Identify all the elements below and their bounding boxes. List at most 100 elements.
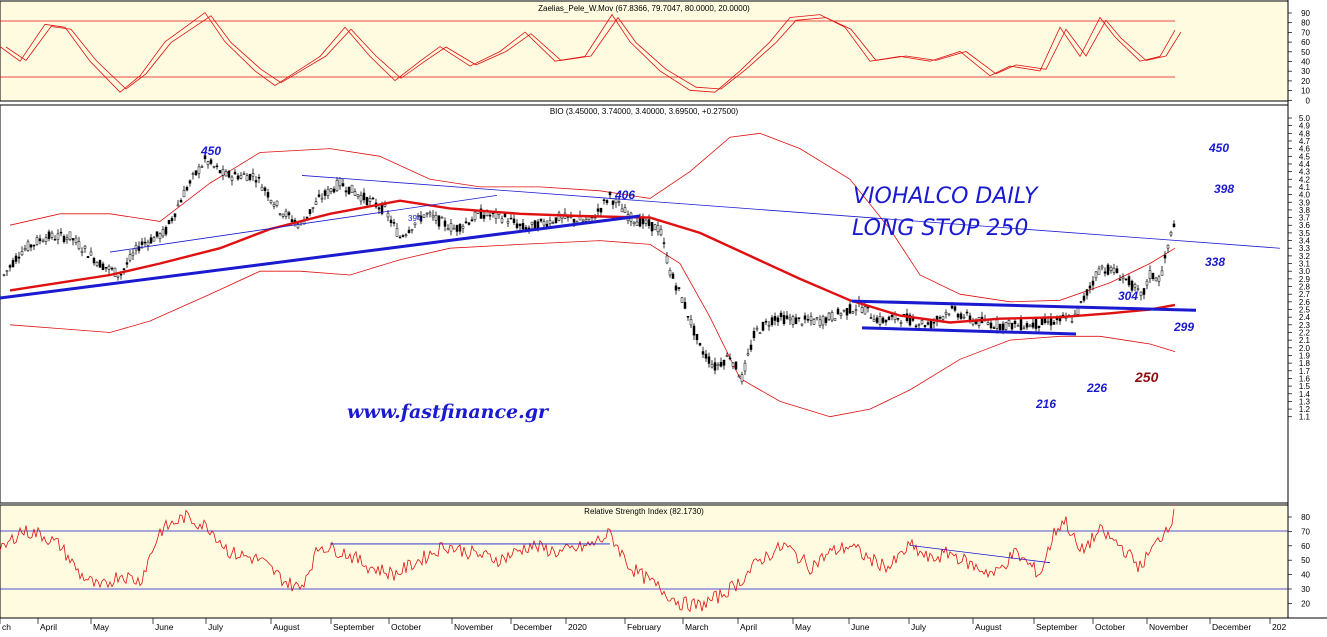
candle-body bbox=[677, 287, 681, 289]
candle-body bbox=[860, 307, 864, 313]
candle-body bbox=[719, 362, 723, 367]
candle-body bbox=[14, 255, 18, 262]
label-450-left: 450 bbox=[200, 144, 221, 158]
candle-body bbox=[416, 215, 420, 217]
candle-body bbox=[83, 245, 87, 249]
candle-body bbox=[1115, 268, 1119, 274]
candle-body bbox=[788, 317, 792, 321]
candle-body bbox=[611, 200, 615, 205]
candle-body bbox=[488, 214, 492, 217]
price-tick-label: 3.8 bbox=[1299, 206, 1311, 215]
candle-body bbox=[632, 221, 636, 224]
month-label: December bbox=[1212, 622, 1251, 632]
month-label: October bbox=[391, 622, 421, 632]
candle-body bbox=[155, 231, 159, 237]
candle-body bbox=[1007, 320, 1011, 324]
candle-body bbox=[65, 237, 69, 241]
candle-body bbox=[752, 330, 756, 339]
candle-body bbox=[989, 322, 993, 329]
candle-body bbox=[257, 176, 261, 179]
candle-body bbox=[8, 265, 12, 268]
price-tick-label: 4.6 bbox=[1299, 145, 1311, 154]
price-tick-label: 1.7 bbox=[1299, 367, 1311, 376]
candle-body bbox=[227, 171, 231, 178]
candle-body bbox=[962, 316, 966, 319]
candle-body bbox=[836, 308, 840, 315]
label-226: 226 bbox=[1086, 381, 1107, 395]
osc-tick-label: 10 bbox=[1301, 87, 1310, 96]
candle-body bbox=[653, 224, 657, 231]
price-tick-label: 1.5 bbox=[1299, 382, 1311, 391]
candle-body bbox=[743, 362, 747, 372]
candle-body bbox=[140, 241, 144, 245]
candle-body bbox=[767, 324, 771, 327]
candle-body bbox=[1130, 280, 1134, 291]
candle-body bbox=[1013, 320, 1017, 325]
price-tick-label: 3.6 bbox=[1299, 221, 1311, 230]
price-tick-label: 4.1 bbox=[1299, 183, 1311, 192]
candle-body bbox=[80, 250, 84, 253]
candle-body bbox=[134, 245, 138, 251]
month-label: April bbox=[40, 622, 57, 632]
candle-body bbox=[572, 218, 576, 223]
price-tick-label: 4.2 bbox=[1299, 175, 1311, 184]
candle-body bbox=[650, 222, 654, 232]
price-tick-label: 4.3 bbox=[1299, 168, 1311, 177]
candle-body bbox=[998, 324, 1002, 331]
candle-body bbox=[1022, 327, 1026, 330]
price-tick-label: 2.9 bbox=[1299, 275, 1311, 284]
candle-body bbox=[113, 267, 117, 277]
candle-body bbox=[713, 362, 717, 371]
candle-body bbox=[584, 218, 588, 222]
candle-body bbox=[803, 315, 807, 320]
candle-body bbox=[110, 267, 114, 270]
candle-body bbox=[797, 317, 801, 319]
candle-body bbox=[173, 213, 177, 218]
candle-body bbox=[890, 314, 894, 317]
candle-body bbox=[776, 317, 780, 323]
candle-body bbox=[623, 207, 627, 213]
candle-body bbox=[689, 318, 693, 326]
candle-body bbox=[1121, 276, 1125, 280]
candle-body bbox=[1004, 322, 1008, 330]
candle-body bbox=[1142, 288, 1146, 295]
candle-body bbox=[206, 161, 210, 166]
candle-body bbox=[668, 270, 672, 276]
candle-body bbox=[77, 241, 81, 250]
month-label: March bbox=[685, 622, 709, 632]
candle-body bbox=[377, 207, 381, 210]
candle-body bbox=[23, 248, 27, 251]
candle-body bbox=[272, 204, 276, 207]
y-axis-ticks: 90807060504030201005.04.94.84.74.64.54.4… bbox=[1288, 9, 1311, 608]
candle-body bbox=[680, 297, 684, 303]
minor-trendline bbox=[109, 194, 498, 253]
candle-body bbox=[878, 316, 882, 325]
candle-body bbox=[1097, 268, 1101, 275]
candle-body bbox=[710, 364, 714, 368]
candle-body bbox=[530, 221, 534, 225]
candle-body bbox=[314, 201, 318, 205]
candle-body bbox=[1079, 301, 1083, 303]
osc-tick-label: 0 bbox=[1306, 96, 1311, 105]
rsi-line bbox=[0, 508, 1175, 613]
candle-body bbox=[557, 212, 561, 221]
candle-body bbox=[404, 234, 408, 237]
price-tick-label: 3.3 bbox=[1299, 244, 1311, 253]
website-label: www.fastfinance.gr bbox=[347, 401, 550, 423]
candle-body bbox=[920, 320, 924, 324]
candle-body bbox=[365, 197, 369, 206]
candle-body bbox=[95, 262, 99, 266]
price-tick-label: 2.2 bbox=[1299, 328, 1311, 337]
candle-body bbox=[554, 217, 558, 223]
candle-body bbox=[320, 197, 324, 200]
price-tick-label: 1.1 bbox=[1299, 413, 1311, 422]
candle-body bbox=[212, 166, 216, 168]
candle-body bbox=[1001, 323, 1005, 331]
candle-body bbox=[317, 194, 321, 197]
candle-body bbox=[107, 265, 111, 270]
candle-body bbox=[728, 357, 732, 360]
candle-body bbox=[1049, 317, 1053, 326]
candle-body bbox=[278, 213, 282, 215]
candle-body bbox=[1034, 319, 1038, 329]
candle-body bbox=[761, 322, 765, 331]
